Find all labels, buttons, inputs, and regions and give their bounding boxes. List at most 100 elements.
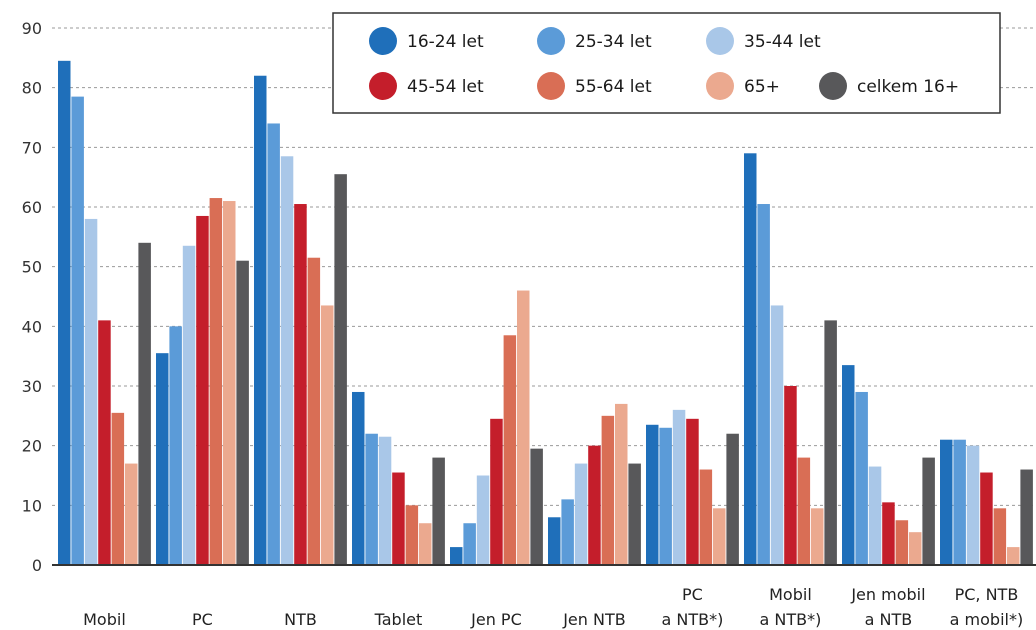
legend-swatch (537, 27, 565, 55)
bar (922, 457, 935, 565)
bar (868, 466, 882, 565)
bar (770, 305, 784, 565)
category-label: PC, NTB (955, 585, 1019, 604)
legend-swatch (706, 27, 734, 55)
y-axis-tick-labels: 0 10 20 30 40 50 60 70 80 90 (22, 19, 42, 575)
bar (1020, 469, 1033, 565)
y-tick-label: 70 (22, 138, 42, 157)
bar (574, 463, 588, 565)
bar (280, 156, 294, 565)
bar (895, 520, 909, 565)
category-label: PC (682, 585, 703, 604)
bar (1007, 547, 1020, 565)
bar (307, 257, 321, 565)
y-tick-label: 0 (32, 556, 42, 575)
bar (138, 242, 151, 566)
bar (254, 75, 267, 565)
y-tick-label: 90 (22, 19, 42, 38)
category-label: a NTB*) (662, 610, 724, 629)
bar (236, 260, 249, 565)
category-label: Mobil (83, 610, 126, 629)
bar (182, 245, 196, 565)
category-label: Jen PC (470, 610, 522, 629)
bar (784, 386, 797, 565)
category-label: NTB (284, 610, 317, 629)
bar (503, 335, 517, 565)
legend-swatch (369, 72, 397, 100)
bar (646, 424, 659, 565)
bar (713, 508, 726, 565)
bar (267, 123, 280, 565)
bar (966, 445, 980, 565)
bar (659, 427, 672, 565)
bar (940, 439, 953, 565)
category-label: Mobil (769, 585, 812, 604)
bar (334, 174, 347, 565)
bar (530, 448, 543, 565)
bar (993, 508, 1007, 565)
legend-swatch (369, 27, 397, 55)
bar (463, 523, 476, 565)
bar (882, 502, 895, 565)
bar (450, 547, 463, 565)
bar (209, 198, 223, 566)
bar (726, 433, 739, 565)
bar (980, 472, 993, 565)
legend: 16-24 let 25-34 let 35-44 let 45-54 let 55-6… (332, 12, 1001, 114)
bar (392, 472, 405, 565)
bar (855, 391, 868, 565)
legend-swatch (537, 72, 565, 100)
category-label: PC (192, 610, 213, 629)
bar (672, 409, 686, 565)
category-label: Tablet (374, 610, 423, 629)
category-label: a NTB*) (760, 610, 822, 629)
bar (824, 320, 837, 565)
bar (294, 204, 307, 565)
legend-label: celkem 16+ (857, 77, 959, 97)
legend-label: 16-24 let (407, 32, 484, 52)
bar (909, 532, 922, 565)
bar (744, 153, 757, 566)
bar (71, 96, 84, 566)
bar (548, 517, 561, 565)
bar (811, 508, 824, 565)
legend-label: 35-44 let (744, 32, 821, 52)
bar (953, 439, 966, 565)
bar (517, 290, 530, 565)
bar (58, 60, 71, 565)
bar (156, 353, 169, 565)
category-label: a NTB (865, 610, 913, 629)
y-tick-label: 10 (22, 496, 42, 515)
y-tick-label: 30 (22, 377, 42, 396)
category-label: a mobil*) (950, 610, 1024, 629)
legend-box (332, 12, 1001, 114)
y-tick-label: 80 (22, 79, 42, 98)
bar (111, 412, 125, 565)
bar (842, 365, 855, 565)
legend-label: 55-64 let (575, 77, 652, 97)
bar (321, 305, 334, 565)
legend-swatch (706, 72, 734, 100)
x-axis-category-labels: Mobil PC NTB Tablet Jen PC Jen NTB PC a NTB*) Mo… (83, 585, 1023, 629)
category-label: Jen mobil (850, 585, 925, 604)
bar (615, 403, 628, 565)
bar (419, 523, 432, 565)
bar (432, 457, 445, 565)
bar (125, 463, 138, 565)
bar (628, 463, 641, 565)
bar (561, 499, 574, 565)
legend-label: 65+ (744, 77, 780, 97)
legend-label: 25-34 let (575, 32, 652, 52)
bar (223, 201, 236, 565)
y-tick-label: 20 (22, 437, 42, 456)
bar (405, 505, 419, 565)
bar (490, 418, 503, 565)
legend-label: 45-54 let (407, 77, 484, 97)
bar (352, 391, 365, 565)
bar (84, 218, 98, 565)
y-tick-label: 40 (22, 317, 42, 336)
bar (797, 457, 811, 565)
bar (378, 436, 392, 565)
bar (699, 469, 713, 565)
